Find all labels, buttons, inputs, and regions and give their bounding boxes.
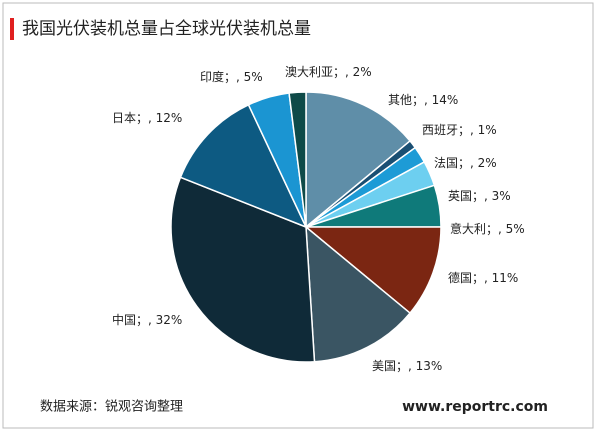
label-category: 澳大利亚； (285, 65, 345, 79)
website: www.reportrc.com (402, 399, 548, 415)
pie-slice (303, 226, 442, 315)
pie-slice (305, 91, 412, 229)
label-category: 中国； (112, 312, 148, 327)
data-label: 日本；, 12% (112, 111, 182, 125)
label-category: 美国； (372, 359, 408, 373)
data-label: 法国；, 2% (434, 156, 497, 170)
data-label: 意大利；, 5% (450, 221, 525, 236)
label-category: 西班牙； (422, 123, 470, 137)
data-label: 英国；, 3% (448, 189, 511, 203)
label-value: , 5% (498, 222, 525, 236)
label-value: , 14% (424, 93, 458, 107)
pie-slice (305, 225, 412, 363)
data-label: 其他；, 14% (388, 93, 458, 107)
data-label: 美国；, 13% (372, 359, 442, 373)
label-value: , 5% (236, 70, 263, 84)
title-bar (10, 18, 14, 40)
label-value: , 3% (484, 189, 511, 203)
pie-slice (179, 103, 308, 229)
label-category: 英国； (448, 189, 484, 203)
pie-slice (170, 176, 316, 363)
label-value: , 32% (148, 313, 182, 327)
label-value: , 2% (470, 156, 497, 170)
data-label: 印度；, 5% (200, 69, 263, 84)
label-value: , 1% (470, 123, 497, 137)
data-label: 澳大利亚；, 2% (285, 65, 372, 79)
data-label: 中国；, 32% (112, 312, 182, 327)
data-label: 德国；, 11% (448, 270, 518, 285)
label-value: , 11% (484, 271, 518, 285)
label-category: 日本； (112, 111, 148, 125)
data-label: 西班牙；, 1% (422, 123, 497, 137)
chart-title: 我国光伏装机总量占全球光伏装机总量 (22, 19, 311, 39)
source: 数据来源：锐观咨询整理 (40, 400, 183, 415)
label-category: 意大利； (450, 221, 498, 236)
label-value: , 2% (345, 65, 372, 79)
label-value: , 13% (408, 359, 442, 373)
label-category: 德国； (448, 270, 484, 285)
label-category: 其他； (388, 93, 424, 107)
label-category: 法国； (434, 156, 470, 170)
label-category: 印度； (200, 69, 236, 84)
label-value: , 12% (148, 111, 182, 125)
pie-slice (288, 91, 307, 228)
